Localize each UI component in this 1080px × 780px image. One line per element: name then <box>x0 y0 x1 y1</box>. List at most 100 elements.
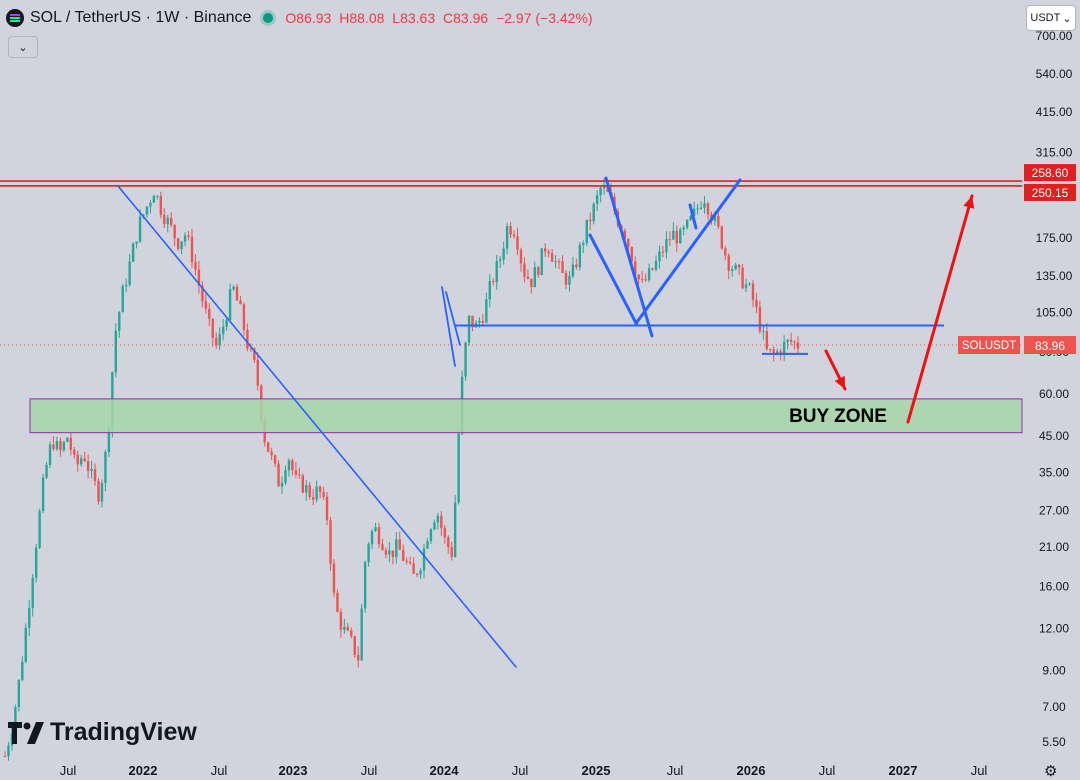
candle <box>589 219 592 222</box>
candle <box>634 261 637 275</box>
down-arrow-head <box>834 376 845 389</box>
high-value: H88.08 <box>339 10 385 26</box>
candle <box>128 261 131 285</box>
x-tick-label: Jul <box>60 763 77 778</box>
candle <box>353 636 356 655</box>
candle <box>654 261 658 270</box>
candle <box>291 460 294 471</box>
candle <box>357 654 360 661</box>
candle <box>322 492 325 497</box>
candle <box>277 463 280 487</box>
open-value: O86.93 <box>285 10 332 26</box>
price-label-box <box>1024 183 1076 201</box>
candle <box>142 214 145 217</box>
candle <box>408 561 412 564</box>
candle <box>204 301 208 309</box>
candle <box>422 548 426 571</box>
candle <box>315 486 318 500</box>
candle <box>443 528 446 538</box>
x-tick-label: 2022 <box>129 763 158 778</box>
candle <box>776 351 779 355</box>
chart-legend: SOL / TetherUS · 1W · Binance O86.93 H88… <box>6 6 597 30</box>
candle <box>405 560 408 562</box>
y-tick-label: 135.00 <box>1036 269 1073 283</box>
candle <box>256 360 259 386</box>
trendline[interactable] <box>635 178 742 324</box>
candle <box>575 264 578 268</box>
candle <box>367 544 370 563</box>
y-tick-label: 60.00 <box>1039 387 1069 401</box>
candle <box>294 470 298 475</box>
solana-icon <box>6 9 24 27</box>
tradingview-logo[interactable]: TradingView <box>8 718 197 747</box>
candle <box>467 315 471 343</box>
gear-icon[interactable]: ⚙ <box>1044 763 1058 780</box>
candle <box>138 216 142 242</box>
candle <box>69 437 72 450</box>
candle <box>426 541 429 549</box>
candle <box>623 230 627 239</box>
buy-zone-rect[interactable] <box>29 398 1023 434</box>
candle <box>21 661 24 680</box>
candle <box>381 544 384 550</box>
candle <box>720 226 724 249</box>
candle <box>270 451 273 456</box>
symbol-label[interactable]: SOL / TetherUS · 1W · Binance <box>30 9 252 26</box>
currency-button[interactable]: USDT ⌄ <box>1026 5 1076 31</box>
candle <box>665 239 668 253</box>
candle <box>412 563 415 574</box>
candle <box>149 202 152 207</box>
candle <box>107 428 111 453</box>
y-tick-label: 700.00 <box>1036 29 1073 43</box>
candle <box>492 281 495 283</box>
candle <box>370 531 374 545</box>
current-price-box <box>1024 336 1076 355</box>
candle <box>166 217 169 225</box>
candle <box>447 537 450 548</box>
candle <box>796 342 800 349</box>
y-tick-label: 540.00 <box>1036 67 1073 81</box>
candle <box>772 349 775 355</box>
candle <box>557 261 561 263</box>
candle <box>76 454 79 465</box>
trendline[interactable] <box>117 185 517 668</box>
close-value: C83.96 <box>443 10 489 26</box>
candle <box>731 269 734 271</box>
candle <box>505 226 509 249</box>
chevron-down-icon: ⌄ <box>18 41 28 54</box>
candle <box>197 269 201 286</box>
candle <box>495 261 498 283</box>
candle <box>218 334 221 346</box>
price-label: 258.60 <box>1032 166 1069 180</box>
candle <box>762 331 765 333</box>
candle <box>644 279 647 281</box>
candle <box>343 626 346 630</box>
candle <box>201 285 204 302</box>
trendline[interactable] <box>445 291 461 346</box>
trendline[interactable] <box>588 233 639 327</box>
candle <box>298 474 301 476</box>
candle <box>789 339 793 342</box>
trendline[interactable] <box>688 203 698 230</box>
candle <box>658 251 661 262</box>
x-tick-label: Jul <box>971 763 988 778</box>
candle <box>118 312 121 331</box>
candle <box>692 208 696 216</box>
collapse-legend-button[interactable]: ⌄ <box>8 36 38 58</box>
candle <box>97 480 100 502</box>
candle <box>360 608 363 661</box>
candle <box>755 299 758 308</box>
y-tick-label: 105.00 <box>1036 305 1073 319</box>
candle <box>554 261 557 263</box>
candle <box>266 442 270 452</box>
candle <box>325 496 329 521</box>
candle <box>679 229 682 244</box>
candle <box>194 262 197 270</box>
up-arrow[interactable] <box>906 194 974 424</box>
y-tick-label: 415.00 <box>1036 105 1073 119</box>
candle <box>395 539 398 558</box>
candle <box>599 188 602 196</box>
trendline[interactable] <box>441 286 456 367</box>
candle <box>215 337 218 346</box>
